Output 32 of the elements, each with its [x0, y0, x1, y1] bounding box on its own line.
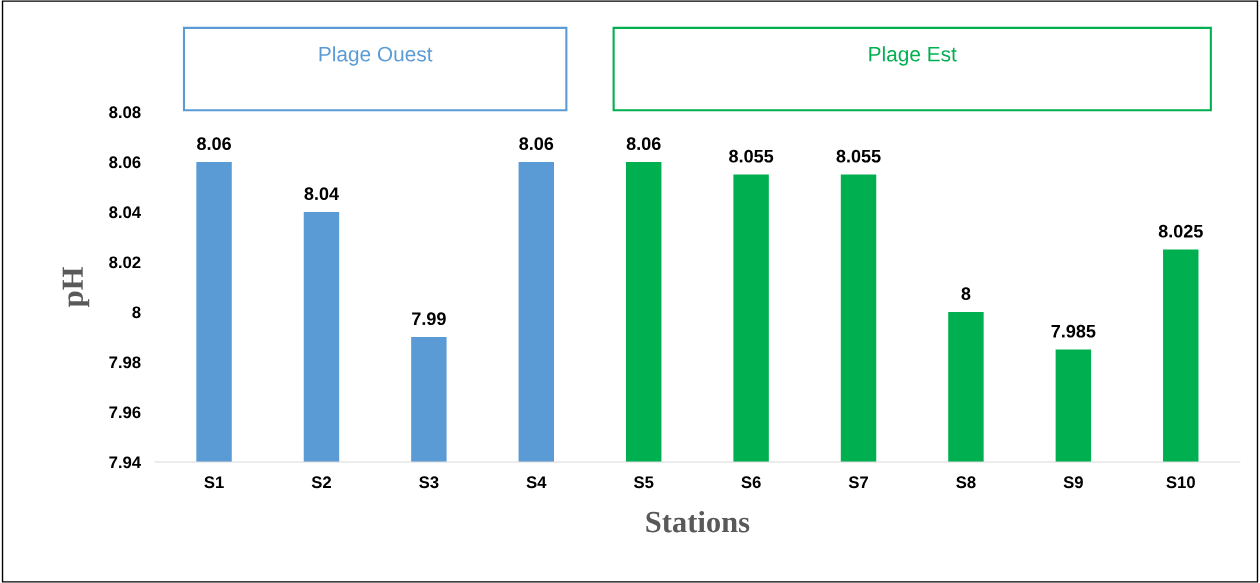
x-axis-title: Stations [646, 510, 750, 533]
data-label: 7.985 [1051, 324, 1096, 338]
y-tick-label: 8.08 [109, 106, 141, 119]
x-tick-label: S6 [741, 476, 761, 489]
data-label: 8.055 [836, 149, 881, 163]
x-tick-label: S8 [956, 476, 976, 489]
data-label: 8.06 [519, 137, 554, 151]
x-tick-label: S9 [1063, 476, 1083, 489]
text: Plage Ouest [319, 46, 433, 66]
data-label: 8.06 [197, 137, 231, 151]
y-tick-label: 8.04 [109, 206, 141, 219]
x-tick-label: S7 [848, 476, 868, 489]
data-label: 8.055 [729, 149, 774, 163]
data-label: 8 [961, 287, 971, 301]
text: Plage Est [869, 46, 957, 66]
x-tick-label: S10 [1166, 476, 1195, 489]
data-label: 7.99 [412, 312, 446, 326]
data-label: 8.06 [626, 137, 661, 151]
x-tick-label: S2 [311, 476, 331, 489]
x-tick-label: S1 [204, 476, 224, 489]
y-tick-label: 7.94 [109, 456, 141, 469]
x-tick-label: S4 [526, 476, 547, 489]
x-tick-label: S5 [633, 476, 654, 489]
y-tick-label: 7.98 [109, 356, 141, 369]
data-label: 8.04 [304, 187, 339, 201]
y-tick-label: 8 [132, 306, 141, 319]
y-axis-title: pH [62, 267, 90, 307]
y-tick-label: 7.96 [109, 406, 141, 419]
y-tick-label: 8.02 [109, 256, 141, 269]
x-tick-label: S3 [419, 476, 439, 489]
y-tick-label: 8.06 [109, 156, 141, 169]
data-label: 8.025 [1158, 224, 1203, 238]
